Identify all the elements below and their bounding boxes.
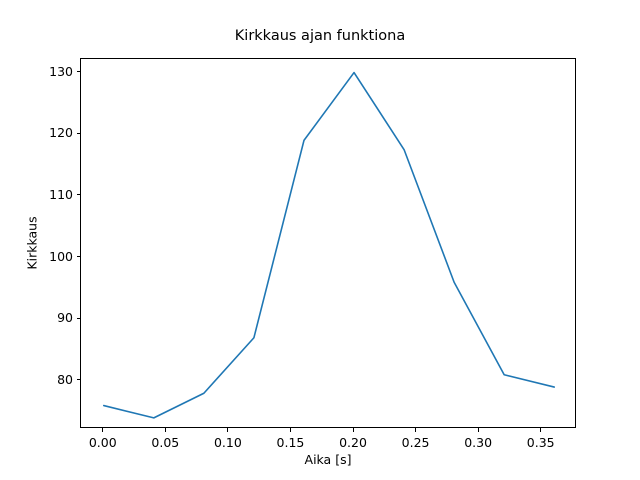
chart-title: Kirkkaus ajan funktiona xyxy=(234,28,406,44)
x-tick-mark xyxy=(102,428,104,432)
y-tick-label: 100 xyxy=(49,248,73,264)
y-tick-label: 90 xyxy=(57,310,73,326)
y-tick-mark xyxy=(76,71,80,73)
x-tick-label: 0.35 xyxy=(526,435,555,450)
x-axis-label: Aika [s] xyxy=(304,452,352,467)
x-tick-label: 0.10 xyxy=(213,435,242,450)
x-tick-mark xyxy=(477,428,479,432)
y-tick-label: 80 xyxy=(57,371,73,387)
x-tick-label: 0.30 xyxy=(464,435,493,450)
x-tick-mark xyxy=(289,428,291,432)
series-line-kirkkaus xyxy=(102,71,556,419)
y-tick-label: 120 xyxy=(49,125,73,141)
x-tick-mark xyxy=(164,428,166,432)
x-tick-label: 0.05 xyxy=(151,435,180,450)
y-tick-mark xyxy=(76,256,80,258)
y-tick-mark xyxy=(76,132,80,134)
plot-axes xyxy=(80,58,576,428)
x-tick-mark xyxy=(227,428,229,432)
x-tick-mark xyxy=(540,428,542,432)
x-tick-label: 0.20 xyxy=(339,435,367,450)
y-tick-label: 130 xyxy=(49,63,73,79)
x-tick-label: 0.25 xyxy=(401,435,430,450)
x-tick-mark xyxy=(415,428,417,432)
y-tick-label: 110 xyxy=(49,186,73,202)
x-tick-label: 0.15 xyxy=(276,435,305,450)
y-axis-label: Kirkkaus xyxy=(24,216,40,270)
y-tick-mark xyxy=(76,194,80,196)
x-tick-mark xyxy=(352,428,354,432)
x-tick-label: 0.00 xyxy=(88,435,117,450)
data-line-plot xyxy=(102,71,556,419)
y-tick-mark xyxy=(76,317,80,319)
y-tick-mark xyxy=(76,379,80,381)
